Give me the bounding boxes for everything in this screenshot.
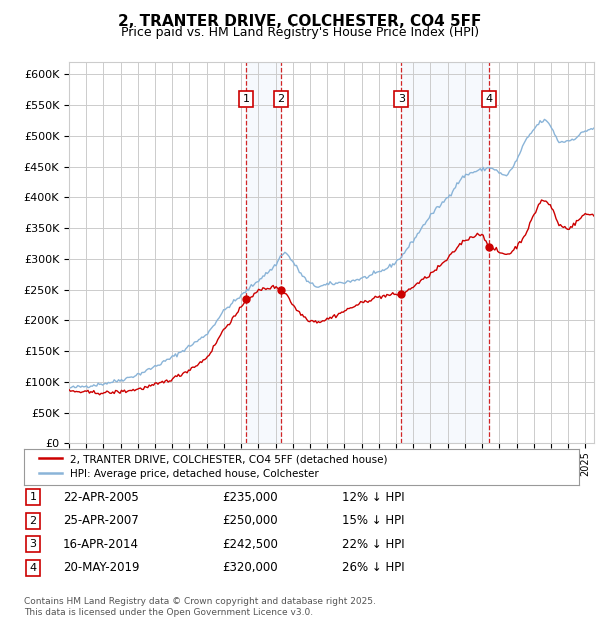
Text: Contains HM Land Registry data © Crown copyright and database right 2025.
This d: Contains HM Land Registry data © Crown c… xyxy=(24,598,376,617)
Text: 20-MAY-2019: 20-MAY-2019 xyxy=(63,562,139,574)
Text: 25-APR-2007: 25-APR-2007 xyxy=(63,515,139,527)
Text: 15% ↓ HPI: 15% ↓ HPI xyxy=(342,515,404,527)
Bar xyxy=(246,62,281,443)
Text: 2, TRANTER DRIVE, COLCHESTER, CO4 5FF: 2, TRANTER DRIVE, COLCHESTER, CO4 5FF xyxy=(118,14,482,29)
Text: Price paid vs. HM Land Registry's House Price Index (HPI): Price paid vs. HM Land Registry's House … xyxy=(121,26,479,39)
Point xyxy=(276,285,286,294)
Text: 26% ↓ HPI: 26% ↓ HPI xyxy=(342,562,404,574)
Text: 1: 1 xyxy=(29,492,37,502)
Point xyxy=(484,242,494,252)
Text: 3: 3 xyxy=(398,94,405,104)
Text: £320,000: £320,000 xyxy=(222,562,278,574)
Bar xyxy=(401,62,489,443)
Point xyxy=(241,294,251,304)
Text: 4: 4 xyxy=(485,94,493,104)
Text: 12% ↓ HPI: 12% ↓ HPI xyxy=(342,491,404,503)
Text: 16-APR-2014: 16-APR-2014 xyxy=(63,538,139,551)
Text: 3: 3 xyxy=(29,539,37,549)
Text: 4: 4 xyxy=(29,563,37,573)
Text: 2: 2 xyxy=(277,94,284,104)
Text: £242,500: £242,500 xyxy=(222,538,278,551)
Text: £235,000: £235,000 xyxy=(222,491,278,503)
Text: 2: 2 xyxy=(29,516,37,526)
Text: 1: 1 xyxy=(243,94,250,104)
Text: 22-APR-2005: 22-APR-2005 xyxy=(63,491,139,503)
Legend: 2, TRANTER DRIVE, COLCHESTER, CO4 5FF (detached house), HPI: Average price, deta: 2, TRANTER DRIVE, COLCHESTER, CO4 5FF (d… xyxy=(35,450,392,484)
Text: 22% ↓ HPI: 22% ↓ HPI xyxy=(342,538,404,551)
Text: £250,000: £250,000 xyxy=(222,515,278,527)
Point xyxy=(397,289,406,299)
